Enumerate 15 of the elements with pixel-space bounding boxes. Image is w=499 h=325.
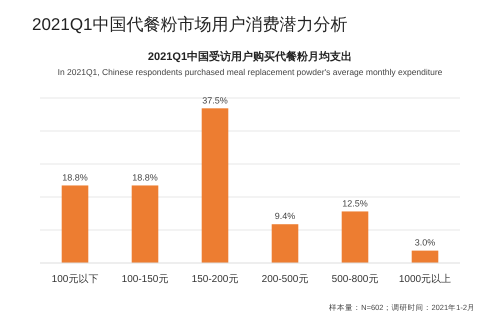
data-label: 37.5% [202,95,228,106]
x-tick: 500-800元 [332,274,378,285]
x-tick: 1000元以上 [398,274,452,285]
annotation: In 2021Q1, Chinese respondents purchased meal replacement powder's average monthly expenditure [58,67,442,77]
title: 2021Q1中国代餐粉市场用户消费潜力分析 [32,15,348,34]
x-tick: 100元以下 [52,274,98,285]
x-tick: 100-150元 [122,274,168,285]
data-label: 12.5% [342,198,368,208]
data-label: 18.8% [132,172,158,182]
x-tick: 200-500元 [262,274,308,285]
data-label: 3.0% [414,238,436,248]
subtitle: 2021Q1中国受访用户购买代餐粉月均支出 [148,51,352,63]
data-label: 9.4% [274,211,296,222]
x-tick: 150-200元 [192,274,238,285]
data-label: 18.8% [62,172,88,182]
